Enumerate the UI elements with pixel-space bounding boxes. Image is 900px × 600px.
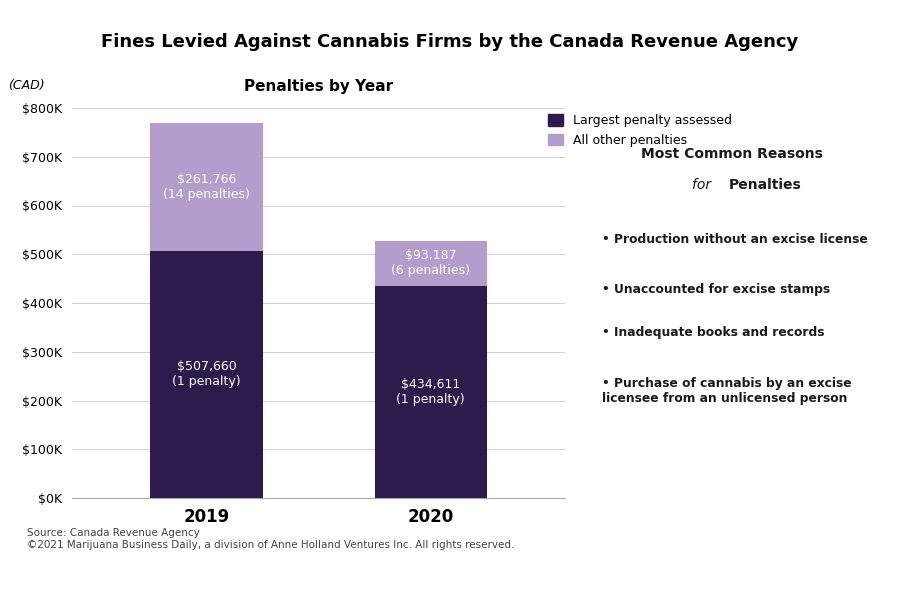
Bar	[150, 251, 263, 498]
Text: Penalties: Penalties	[729, 178, 801, 192]
Text: • Production without an excise license: • Production without an excise license	[602, 233, 868, 246]
Text: for: for	[692, 178, 716, 192]
Text: $434,611
(1 penalty): $434,611 (1 penalty)	[397, 378, 465, 406]
Text: (CAD): (CAD)	[8, 79, 44, 92]
Text: $261,766
(14 penalties): $261,766 (14 penalties)	[163, 173, 250, 201]
Text: • Inadequate books and records: • Inadequate books and records	[602, 326, 824, 340]
Bar	[150, 123, 263, 251]
Text: • Purchase of cannabis by an excise
licensee from an unlicensed person: • Purchase of cannabis by an excise lice…	[602, 377, 852, 405]
Text: Source: Canada Revenue Agency
©2021 Marijuana Business Daily, a division of Anne: Source: Canada Revenue Agency ©2021 Mari…	[27, 528, 515, 550]
Text: Most Common Reasons: Most Common Reasons	[641, 147, 823, 161]
Bar	[374, 241, 487, 286]
Text: • Unaccounted for excise stamps: • Unaccounted for excise stamps	[602, 283, 831, 296]
Text: $507,660
(1 penalty): $507,660 (1 penalty)	[172, 360, 241, 388]
Text: $93,187
(6 penalties): $93,187 (6 penalties)	[392, 250, 471, 277]
Title: Penalties by Year: Penalties by Year	[244, 79, 393, 94]
Text: Fines Levied Against Cannabis Firms by the Canada Revenue Agency: Fines Levied Against Cannabis Firms by t…	[102, 33, 798, 51]
Bar	[374, 286, 487, 498]
Legend: Largest penalty assessed, All other penalties: Largest penalty assessed, All other pena…	[548, 114, 732, 146]
